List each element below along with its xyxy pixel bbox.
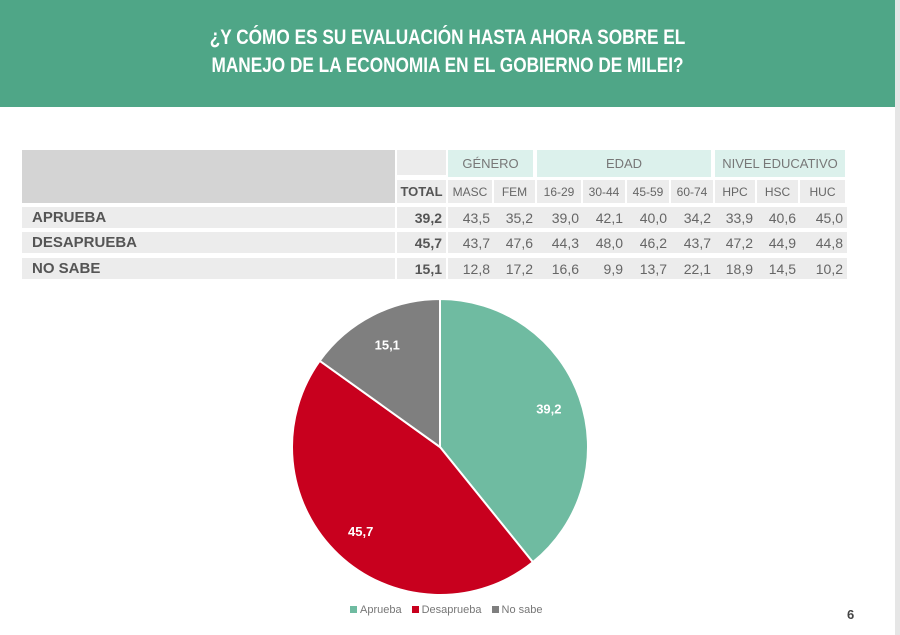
legend-label: Desaprueba [421,604,482,616]
legend-item-no-sabe: No sabe [491,604,543,616]
pie-data-label: 45,7 [348,524,373,539]
table-cell: 15,1 [397,258,446,279]
table-cell: 44,3 [537,232,583,253]
column-header: HSC [757,180,798,203]
table-cell: 43,7 [671,232,715,253]
table-cell: 47,6 [494,232,537,253]
table-cell: 40,0 [627,207,671,228]
legend-item-desaprueba: Desaprueba [411,604,482,616]
row-label: NO SABE [22,258,395,279]
pie-slice-no-sabe [318,297,441,449]
table-cell: 45,7 [397,232,446,253]
table-cell: 43,7 [448,232,494,253]
header-blank [22,150,395,203]
legend-label: Aprueba [360,604,402,616]
column-header: TOTAL [397,180,446,203]
table-cell: 14,5 [757,258,800,279]
table-cell: 45,0 [800,207,847,228]
pie-data-label: 39,2 [536,402,561,417]
table-cell: 44,9 [757,232,800,253]
table-cell: 39,2 [397,207,446,228]
column-header: 16-29 [537,180,581,203]
table-cell: 35,2 [494,207,537,228]
page-number: 6 [847,607,855,622]
table-cell: 17,2 [494,258,537,279]
table-cell: 48,0 [583,232,627,253]
legend-swatch [491,606,499,613]
table-cell: 22,1 [671,258,715,279]
table-cell: 47,2 [715,232,757,253]
header-blank-total [397,150,446,175]
title-line-2: MANEJO DE LA ECONOMIA EN EL GOBIERNO DE … [211,54,684,77]
table-cell: 40,6 [757,207,800,228]
table-cell: 13,7 [627,258,671,279]
column-header: HPC [715,180,755,203]
table-cell: 9,9 [583,258,627,279]
column-header: FEM [494,180,535,203]
pie-slice-aprueba [439,297,589,564]
pie-data-label: 15,1 [375,337,400,352]
table-cell: 46,2 [627,232,671,253]
group-header: EDAD [537,150,711,177]
table-cell: 33,9 [715,207,757,228]
legend-label: No sabe [501,604,543,616]
table-cell: 18,9 [715,258,757,279]
legend-item-aprueba: Aprueba [350,604,402,616]
table-cell: 34,2 [671,207,715,228]
group-header: NIVEL EDUCATIVO [715,150,845,177]
column-header: MASC [448,180,492,203]
title-line-1: ¿Y CÓMO ES SU EVALUACIÓN HASTA AHORA SOB… [209,26,686,49]
row-label: DESAPRUEBA [22,232,395,253]
row-label: APRUEBA [22,207,395,228]
chart-legend: Aprueba Desaprueba No sabe [350,604,543,616]
table-cell: 39,0 [537,207,583,228]
table-cell: 42,1 [583,207,627,228]
header-band [0,0,895,107]
column-header: 45-59 [627,180,669,203]
column-header: 30-44 [583,180,625,203]
legend-swatch [350,606,357,613]
pie-slice-desaprueba [291,359,535,596]
column-header: 60-74 [671,180,713,203]
legend-swatch [411,606,419,613]
column-header: HUC [800,180,845,203]
table-cell: 44,8 [800,232,847,253]
page-title: ¿Y CÓMO ES SU EVALUACIÓN HASTA AHORA SOB… [81,24,815,80]
page-edge [895,0,900,635]
table-cell: 43,5 [448,207,494,228]
table-cell: 12,8 [448,258,494,279]
table-cell: 10,2 [800,258,847,279]
table-cell: 16,6 [537,258,583,279]
group-header: GÉNERO [448,150,533,177]
